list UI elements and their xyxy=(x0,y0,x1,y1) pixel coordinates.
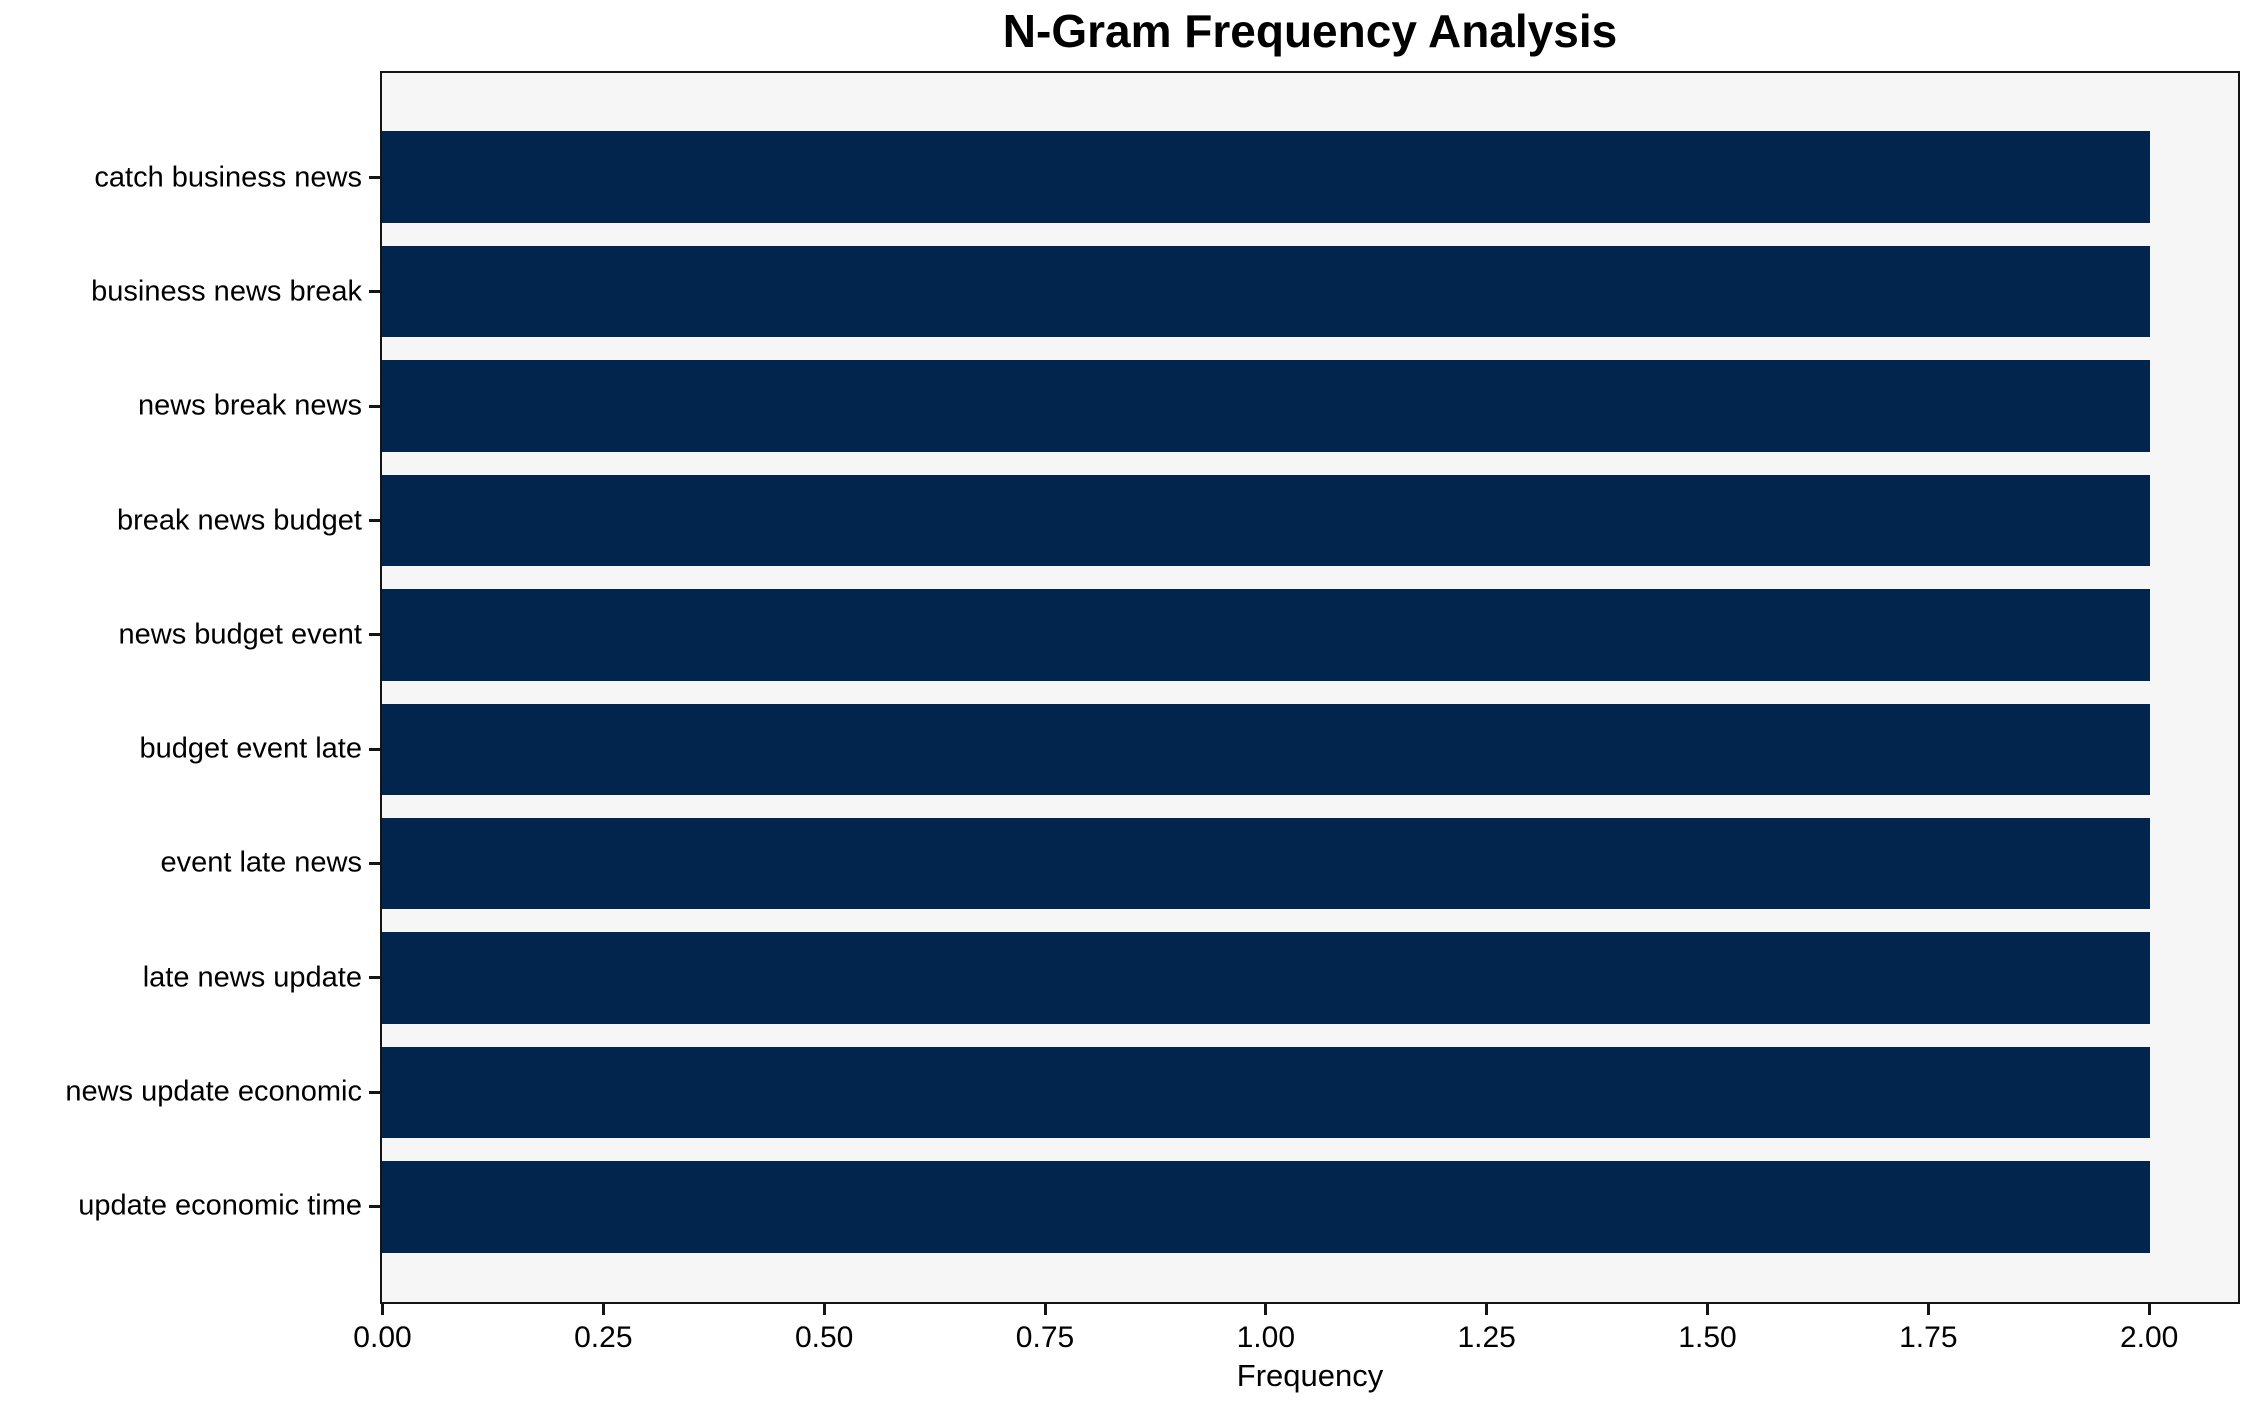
bar-row xyxy=(382,692,2238,806)
bar-row xyxy=(382,349,2238,463)
y-tick-mark xyxy=(369,1090,380,1094)
x-tick-mark xyxy=(381,1304,384,1315)
x-tick-label: 1.00 xyxy=(1236,1321,1296,1354)
y-tick-label: business news break xyxy=(91,275,362,308)
x-tick-mark xyxy=(1485,1304,1489,1315)
bar xyxy=(382,131,2150,223)
x-tick-label: 2.00 xyxy=(2119,1321,2179,1354)
bar xyxy=(382,703,2150,795)
x-axis-title: Frequency xyxy=(1236,1358,1384,1393)
bar xyxy=(382,1161,2150,1253)
y-tick-label: update economic time xyxy=(78,1189,362,1222)
x-tick-label: 1.25 xyxy=(1457,1321,1516,1354)
x-tick-mark xyxy=(1264,1304,1268,1315)
plot-area xyxy=(380,71,2240,1304)
y-tick-label: event late news xyxy=(160,846,362,879)
x-tick-mark xyxy=(2147,1304,2151,1315)
x-tick-label: 0.25 xyxy=(574,1321,633,1354)
y-tick-label: late news update xyxy=(142,961,362,994)
y-tick-label: news break news xyxy=(137,389,362,422)
bar-row xyxy=(382,463,2238,577)
x-tick-mark xyxy=(601,1304,605,1315)
y-tick-label: news budget event xyxy=(118,618,362,651)
bar-row xyxy=(382,1150,2238,1264)
y-tick-mark xyxy=(369,1204,380,1208)
bar xyxy=(382,932,2150,1024)
y-tick-mark xyxy=(369,633,380,637)
y-tick-mark xyxy=(369,976,380,980)
bar xyxy=(382,245,2150,338)
x-tick-mark xyxy=(822,1304,826,1315)
bar-row xyxy=(382,234,2238,348)
bar xyxy=(382,474,2150,567)
bar-row xyxy=(382,806,2238,920)
bar xyxy=(382,817,2150,910)
y-tick-mark xyxy=(369,290,380,294)
bar xyxy=(382,589,2150,681)
y-tick-label: news update economic xyxy=(65,1075,362,1108)
bar-row xyxy=(382,120,2238,234)
bar xyxy=(382,1046,2150,1139)
x-tick-mark xyxy=(1043,1304,1047,1315)
y-tick-mark xyxy=(369,519,380,523)
bar-row xyxy=(382,1035,2238,1149)
y-tick-mark xyxy=(369,176,380,180)
x-tick-mark xyxy=(1706,1304,1709,1315)
x-tick-label: 0.00 xyxy=(353,1321,412,1354)
y-tick-label: budget event late xyxy=(139,732,362,765)
y-tick-mark xyxy=(369,861,380,865)
y-tick-label: catch business news xyxy=(94,161,362,194)
bar xyxy=(382,360,2150,452)
x-tick-label: 0.50 xyxy=(794,1321,854,1354)
bar-row xyxy=(382,578,2238,692)
y-tick-mark xyxy=(369,747,380,751)
x-tick-mark xyxy=(1926,1304,1930,1315)
bar-row xyxy=(382,921,2238,1035)
x-tick-label: 0.75 xyxy=(1015,1321,1075,1354)
y-tick-label: break news budget xyxy=(116,504,362,537)
y-tick-mark xyxy=(369,404,380,408)
x-tick-label: 1.50 xyxy=(1678,1321,1737,1354)
chart-title: N-Gram Frequency Analysis xyxy=(1002,5,1618,57)
x-tick-label: 1.75 xyxy=(1899,1321,1958,1354)
